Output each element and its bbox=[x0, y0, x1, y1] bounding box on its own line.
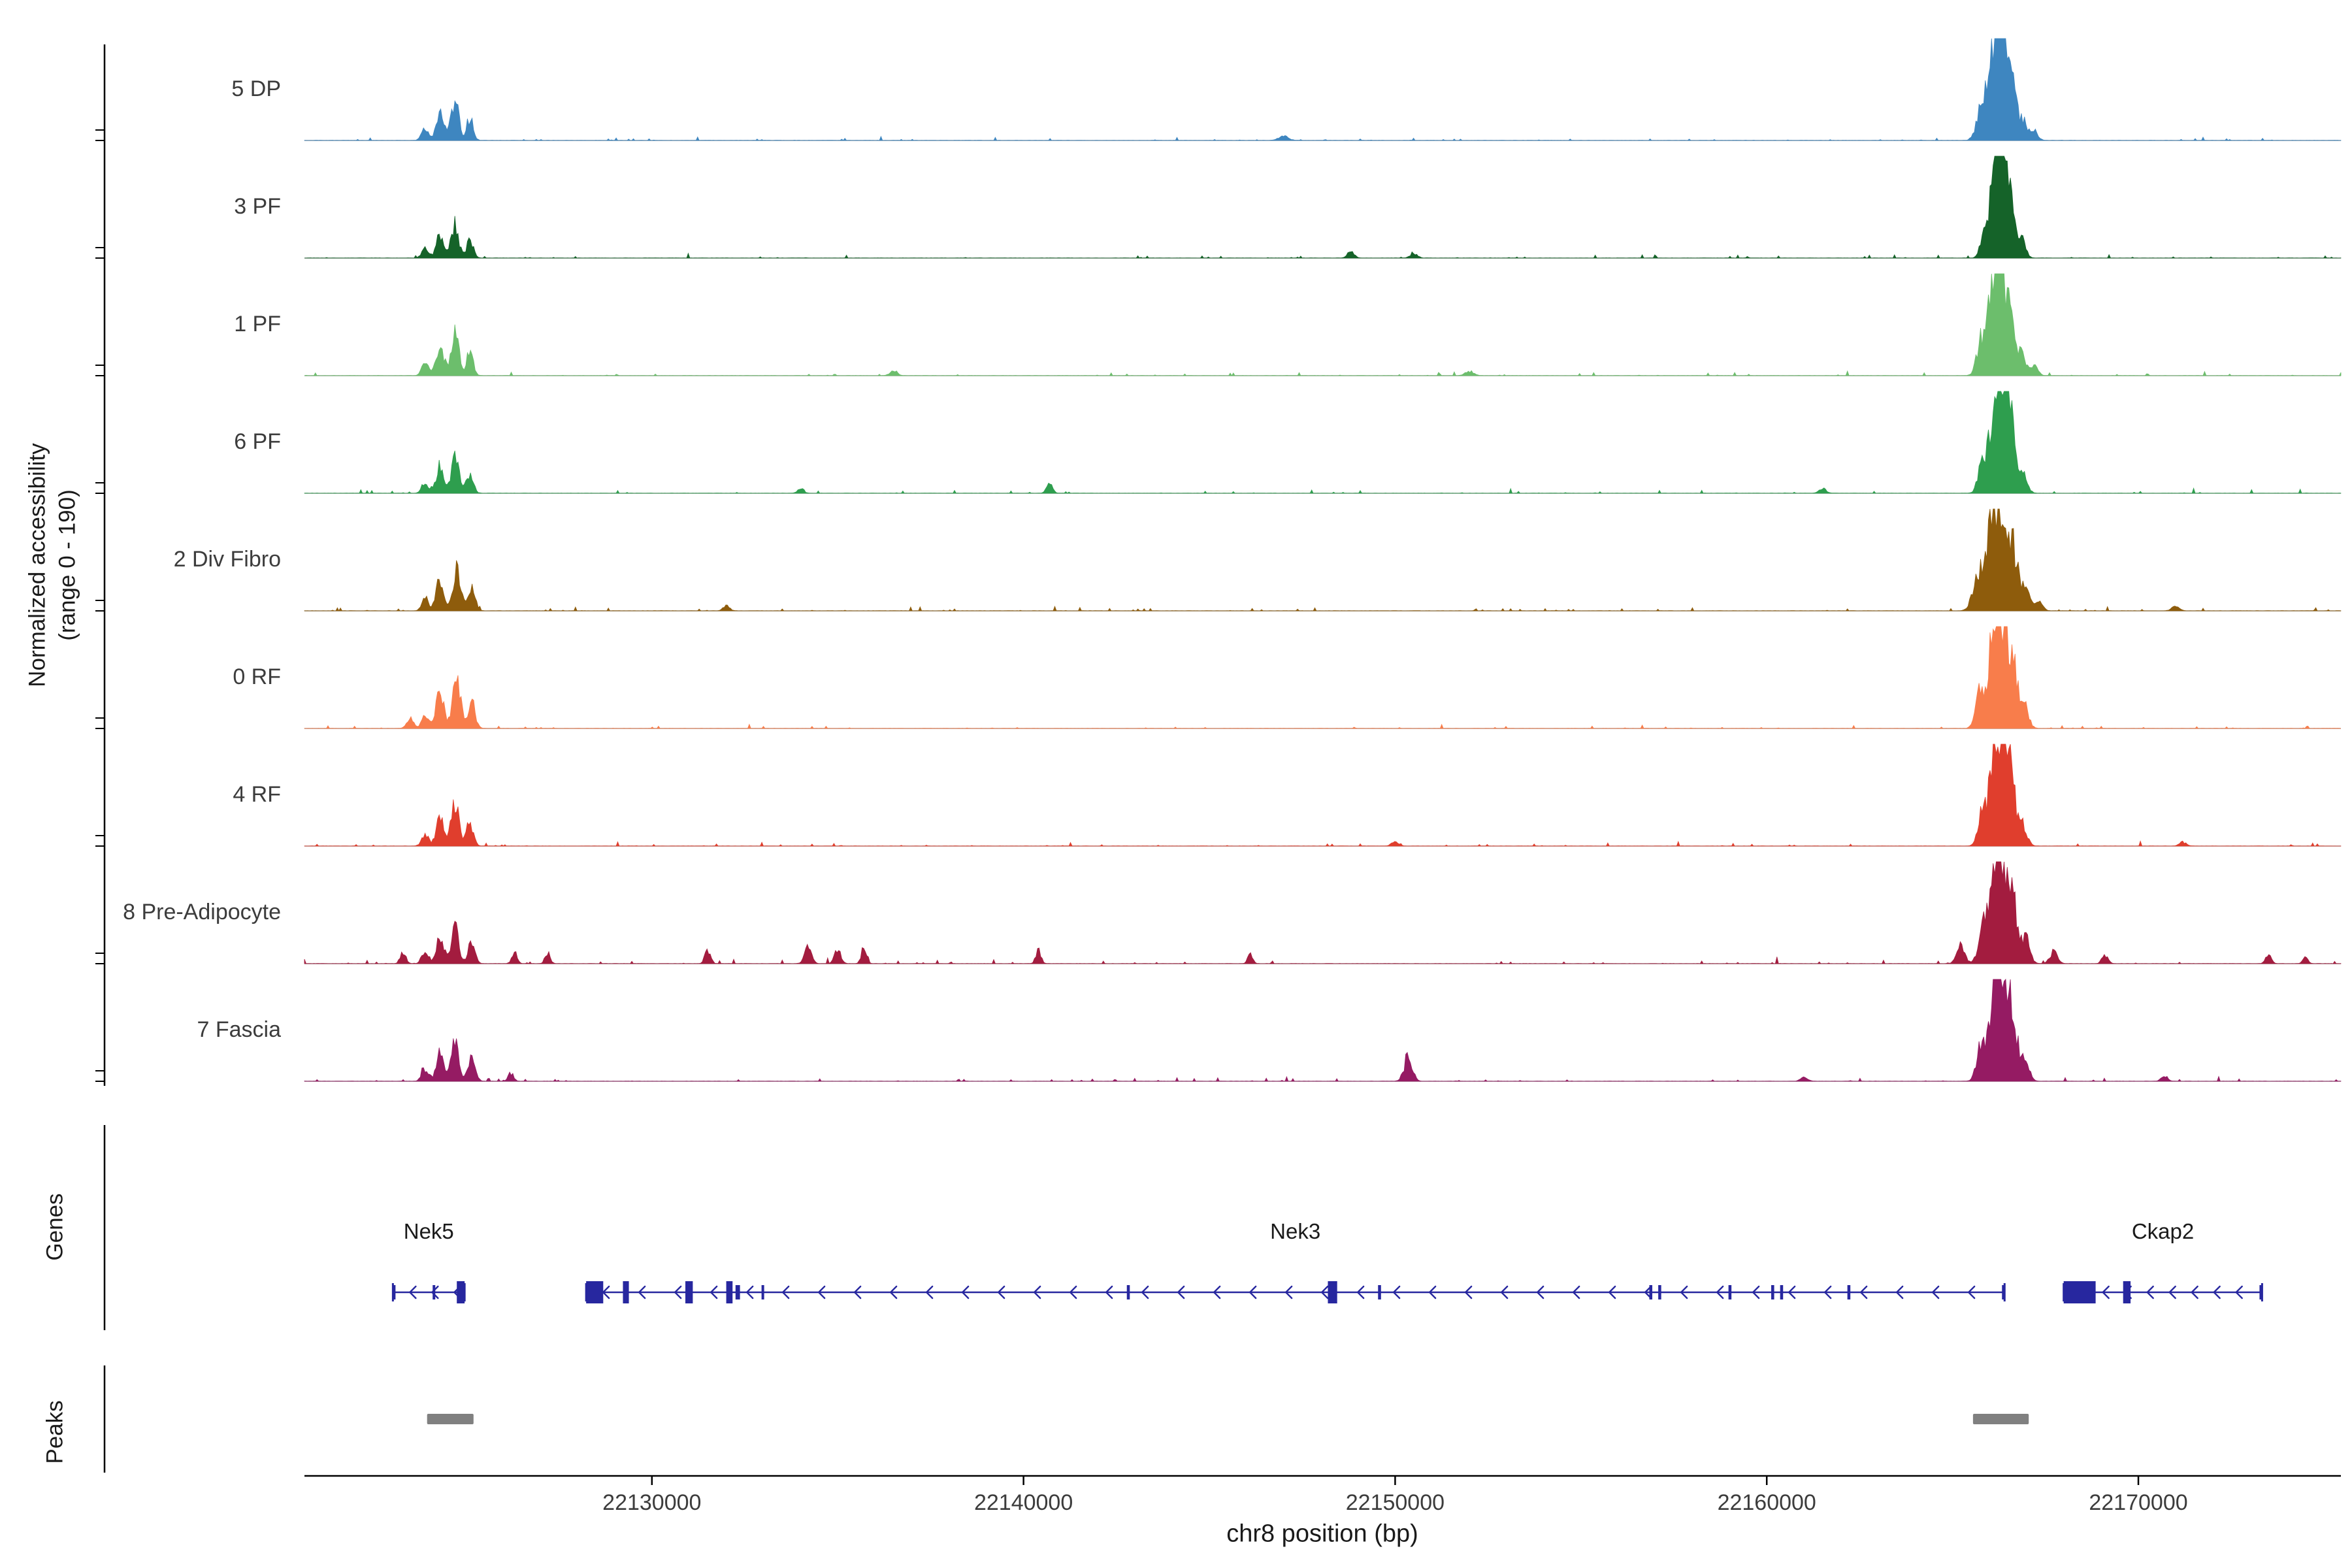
strand-arrow-icon bbox=[2190, 1285, 2198, 1299]
gene-exon bbox=[1780, 1285, 1784, 1299]
gene-exon bbox=[586, 1281, 604, 1303]
gene-exon bbox=[1847, 1285, 1851, 1299]
track-label: 6 PF bbox=[234, 429, 281, 454]
track-label: 5 DP bbox=[231, 76, 281, 101]
gene-exon bbox=[735, 1285, 740, 1299]
track-label: 0 RF bbox=[233, 664, 281, 689]
track-signal-5-dp bbox=[304, 38, 2342, 141]
strand-arrow-icon bbox=[638, 1285, 646, 1299]
gene-exon bbox=[623, 1281, 629, 1303]
track-signal-8-pre-adipocyte bbox=[304, 861, 2342, 964]
strand-arrow-icon bbox=[1141, 1285, 1149, 1299]
gene-exon bbox=[685, 1281, 693, 1303]
peak-interval-bar bbox=[1972, 1414, 2029, 1424]
strand-arrow-icon bbox=[889, 1285, 898, 1299]
track-label: 1 PF bbox=[234, 312, 281, 336]
gene-exon bbox=[457, 1281, 465, 1303]
track-label: 4 RF bbox=[233, 782, 281, 807]
strand-arrow-icon bbox=[853, 1285, 862, 1299]
strand-arrow-icon bbox=[1967, 1285, 1976, 1299]
track-label: 8 Pre-Adipocyte bbox=[123, 900, 281, 924]
strand-arrow-icon bbox=[1428, 1285, 1437, 1299]
strand-arrow-icon bbox=[1249, 1285, 1257, 1299]
gene-exon bbox=[2259, 1285, 2262, 1299]
gene-exon bbox=[433, 1285, 436, 1299]
strand-arrow-icon bbox=[2234, 1285, 2243, 1299]
x-axis-tick-label: 22140000 bbox=[974, 1490, 1073, 1515]
strand-arrow-icon bbox=[1392, 1285, 1401, 1299]
x-axis-title: chr8 position (bp) bbox=[1226, 1520, 1418, 1548]
strand-arrow-icon bbox=[1464, 1285, 1473, 1299]
strand-arrow-icon bbox=[1356, 1285, 1365, 1299]
strand-arrow-icon bbox=[2146, 1285, 2154, 1299]
strand-arrow-icon bbox=[1931, 1285, 1940, 1299]
strand-arrow-icon bbox=[2168, 1285, 2176, 1299]
strand-arrow-icon bbox=[745, 1285, 754, 1299]
strand-arrow-icon bbox=[710, 1285, 718, 1299]
strand-arrow-icon bbox=[1536, 1285, 1544, 1299]
track-signal-1-pf bbox=[304, 273, 2342, 376]
gene-exon bbox=[2002, 1285, 2005, 1299]
gene-name: Nek3 bbox=[1270, 1219, 1320, 1243]
gene-exon bbox=[1771, 1285, 1774, 1299]
strand-arrow-icon bbox=[925, 1285, 934, 1299]
strand-arrow-icon bbox=[997, 1285, 1005, 1299]
gene-exon bbox=[1126, 1285, 1130, 1299]
gene-name: Ckap2 bbox=[2132, 1219, 2194, 1243]
gene-exon bbox=[1378, 1285, 1381, 1299]
x-axis-tick-label: 22130000 bbox=[602, 1490, 701, 1515]
strand-arrow-icon bbox=[1284, 1285, 1293, 1299]
track-signal-6-pf bbox=[304, 391, 2342, 494]
strand-arrow-icon bbox=[1859, 1285, 1868, 1299]
track-signal-3-pf bbox=[304, 155, 2342, 259]
x-axis-tick-label: 22170000 bbox=[2089, 1490, 2187, 1515]
gene-exon bbox=[1649, 1285, 1653, 1299]
strand-arrow-icon bbox=[1644, 1285, 1652, 1299]
strand-arrow-icon bbox=[1069, 1285, 1077, 1299]
strand-arrow-icon bbox=[1895, 1285, 1904, 1299]
gene-exon bbox=[393, 1285, 396, 1299]
track-label: 2 Div Fibro bbox=[174, 547, 281, 572]
strand-arrow-icon bbox=[408, 1285, 417, 1299]
strand-arrow-icon bbox=[1213, 1285, 1221, 1299]
gene-name: Nek5 bbox=[404, 1219, 454, 1243]
track-signal-2-div-fibro bbox=[304, 508, 2342, 612]
strand-arrow-icon bbox=[1033, 1285, 1041, 1299]
strand-arrow-icon bbox=[1105, 1285, 1113, 1299]
strand-arrow-icon bbox=[1177, 1285, 1185, 1299]
gene-exon bbox=[1328, 1281, 1337, 1303]
strand-arrow-icon bbox=[817, 1285, 826, 1299]
strand-arrow-icon bbox=[1716, 1285, 1724, 1299]
track-label: 3 PF bbox=[234, 194, 281, 219]
strand-arrow-icon bbox=[1572, 1285, 1580, 1299]
gene-exon bbox=[2123, 1281, 2131, 1303]
strand-arrow-icon bbox=[1608, 1285, 1616, 1299]
strand-arrow-icon bbox=[1823, 1285, 1832, 1299]
strand-arrow-icon bbox=[674, 1285, 682, 1299]
track-signal-7-fascia bbox=[304, 978, 2342, 1082]
strand-arrow-icon bbox=[1500, 1285, 1509, 1299]
peak-interval-bar bbox=[427, 1414, 474, 1424]
x-axis-tick-label: 22160000 bbox=[1718, 1490, 1816, 1515]
gene-exon bbox=[1728, 1285, 1732, 1299]
strand-arrow-icon bbox=[2212, 1285, 2221, 1299]
strand-arrow-icon bbox=[781, 1285, 790, 1299]
strand-arrow-icon bbox=[431, 1285, 439, 1299]
strand-arrow-icon bbox=[2101, 1285, 2110, 1299]
track-signal-4-rf bbox=[304, 743, 2342, 847]
gene-exon bbox=[1658, 1285, 1661, 1299]
x-axis-tick-label: 22150000 bbox=[1346, 1490, 1445, 1515]
strand-arrow-icon bbox=[1680, 1285, 1688, 1299]
track-signal-0-rf bbox=[304, 626, 2342, 729]
strand-arrow-icon bbox=[961, 1285, 970, 1299]
gene-exon bbox=[761, 1285, 764, 1299]
strand-arrow-icon bbox=[1320, 1285, 1329, 1299]
strand-arrow-icon bbox=[1752, 1285, 1760, 1299]
gene-exon bbox=[2063, 1281, 2096, 1303]
strand-arrow-icon bbox=[1788, 1285, 1796, 1299]
gene-exon bbox=[726, 1281, 733, 1303]
track-label: 7 Fascia bbox=[197, 1017, 282, 1042]
